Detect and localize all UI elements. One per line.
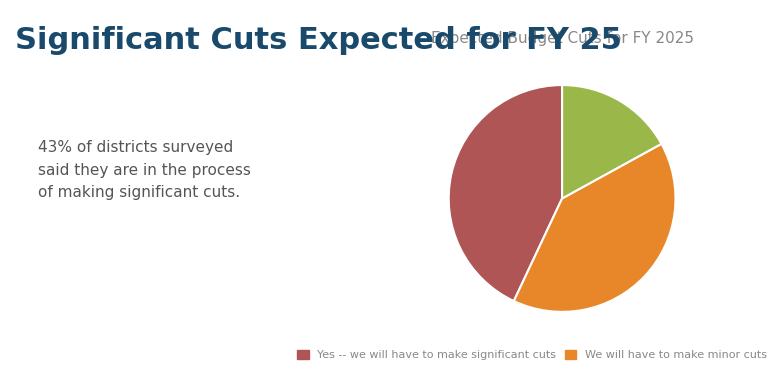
Wedge shape	[449, 85, 562, 301]
Wedge shape	[562, 85, 661, 198]
Legend: Yes -- we will have to make significant cuts, We will have to make minor cuts, N: Yes -- we will have to make significant …	[293, 346, 770, 365]
Title: Expected Budget Cuts for FY 2025: Expected Budget Cuts for FY 2025	[430, 31, 694, 46]
Wedge shape	[514, 144, 675, 312]
Text: Significant Cuts Expected for FY 25: Significant Cuts Expected for FY 25	[15, 26, 622, 56]
Text: 43% of districts surveyed
said they are in the process
of making significant cut: 43% of districts surveyed said they are …	[38, 140, 251, 200]
